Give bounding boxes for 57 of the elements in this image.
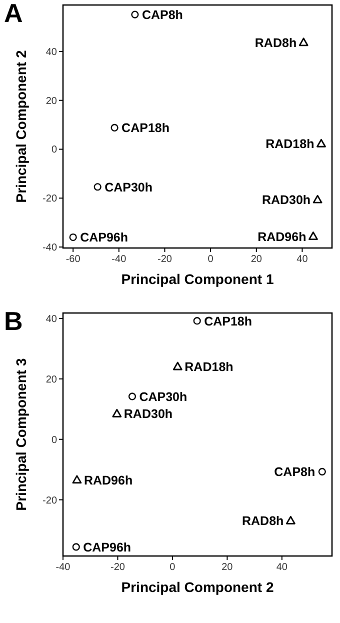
x-tick-label: 40 [276,562,288,573]
annotation: RAD18h [266,137,314,152]
annotation: RAD30h [262,193,311,208]
annotation: CAP18h [204,314,252,328]
y-tick-label: 0 [51,434,58,446]
point [298,38,308,46]
x-tick-label: 20 [250,254,262,265]
annotation: CAP30h [139,390,188,404]
point [128,392,136,400]
y-axis-title: Principal Component 3 [13,358,29,511]
point [316,138,326,148]
point [308,232,318,240]
y-tick-label: -20 [42,495,58,506]
annotation: RAD18h [184,360,234,374]
annotation: CAP96h [80,230,128,245]
x-tick-label: -60 [66,254,81,265]
point [312,194,322,204]
point [131,10,139,18]
point [286,516,296,524]
chart-title: B [4,306,23,336]
point [72,475,82,484]
y-tick-label: -40 [42,242,58,254]
y-tick-label: 40 [46,314,58,325]
point [112,408,122,418]
annotation: CAP18h [122,121,170,136]
annotation: RAD30h [124,407,173,422]
x-tick-label: -40 [112,254,127,265]
point [69,233,77,242]
point [172,362,182,370]
x-tick-label: -20 [110,562,126,573]
x-axis-title: Principal Component 2 [121,579,274,595]
y-tick-label: 20 [46,96,58,107]
annotation: RAD8h [242,514,284,528]
x-axis-title: Principal Component 1 [121,271,274,287]
x-tick-label: 20 [222,562,234,573]
point [318,468,326,476]
annotation: CAP8h [142,8,183,22]
x-tick-label: 0 [170,562,176,573]
point [72,543,80,551]
annotation: RAD96h [84,473,133,488]
point [193,317,201,325]
x-tick-label: 40 [296,254,308,265]
annotation: CAP30h [104,180,153,194]
point [110,124,118,132]
annotation: RAD8h [254,36,297,50]
x-tick-label: 0 [208,254,214,265]
x-tick-label: -20 [158,254,172,265]
y-tick-label: 20 [46,374,58,386]
y-axis-title: Principal Component 2 [13,50,29,203]
annotation: RAD96h [258,230,306,244]
y-tick-label: -20 [42,194,58,205]
point [94,183,102,191]
y-tick-label: 0 [51,144,58,156]
y-tick-label: 40 [46,46,58,58]
annotation: CAP96h [83,540,132,554]
annotation: CAP8h [274,465,316,480]
chart-title: A [4,0,23,28]
